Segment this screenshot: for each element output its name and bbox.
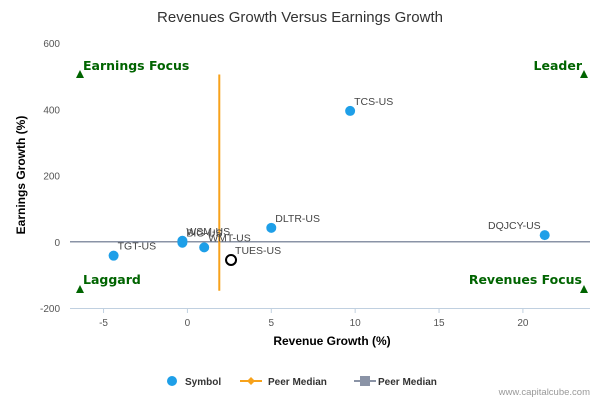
- quadrant-marker-bottom-right: [580, 285, 588, 293]
- y-tick-label: 200: [43, 172, 60, 183]
- legend: Symbol Peer Median Peer Median: [167, 376, 437, 388]
- highlight-data-point: [225, 253, 238, 266]
- quadrant-marker-top-right: [580, 70, 588, 78]
- data-point-label: BIG-US: [186, 228, 222, 240]
- x-tick-label: -5: [99, 318, 108, 329]
- data-point: [177, 237, 188, 248]
- data-point-label: TCS-US: [354, 96, 393, 108]
- data-point: [199, 242, 210, 253]
- quadrant-marker-bottom-left: [76, 285, 84, 293]
- data-point: [266, 222, 277, 233]
- data-point-label: WMT-US: [208, 232, 251, 244]
- data-point-label: DQJCY-US: [488, 220, 541, 232]
- quadrant-marker-top-left: [76, 70, 84, 78]
- x-tick-label: 15: [433, 318, 445, 329]
- chart-title: Revenues Growth Versus Earnings Growth: [157, 9, 443, 26]
- legend-peer-median-h-marker: [360, 376, 370, 386]
- data-point: [108, 250, 119, 261]
- y-tick-label: 400: [43, 105, 60, 116]
- quadrant-label-top-right: Leader: [534, 58, 583, 73]
- legend-symbol: Symbol: [185, 377, 221, 388]
- y-axis-label: Earnings Growth (%): [14, 116, 28, 235]
- quadrant-label-top-left: Earnings Focus: [83, 58, 189, 73]
- credit-text: www.capitalcube.com: [498, 387, 590, 398]
- x-tick-label: 20: [517, 318, 529, 329]
- data-point-label: WSM-US: [186, 226, 230, 238]
- x-axis-label: Revenue Growth (%): [273, 334, 390, 348]
- x-tick-label: 0: [185, 318, 191, 329]
- x-tick-label: 5: [269, 318, 275, 329]
- x-tick-label: 10: [350, 318, 362, 329]
- data-point: [539, 230, 550, 241]
- y-tick-label: 0: [54, 238, 60, 249]
- quadrant-label-bottom-left: Laggard: [83, 272, 141, 287]
- highlight-data-point-label: TUES-US: [235, 245, 281, 257]
- legend-peer-median-v-marker: [247, 377, 255, 385]
- quadrant-label-bottom-right: Revenues Focus: [469, 272, 582, 287]
- y-tick-label: -200: [40, 304, 60, 315]
- legend-symbol-marker: [167, 376, 177, 386]
- data-point-label: TGT-US: [118, 241, 157, 253]
- y-tick-label: 600: [43, 39, 60, 50]
- data-point-label: DLTR-US: [275, 213, 320, 225]
- data-point: [345, 105, 356, 116]
- legend-peer-median-2: Peer Median: [378, 377, 437, 388]
- legend-peer-median-1: Peer Median: [268, 377, 327, 388]
